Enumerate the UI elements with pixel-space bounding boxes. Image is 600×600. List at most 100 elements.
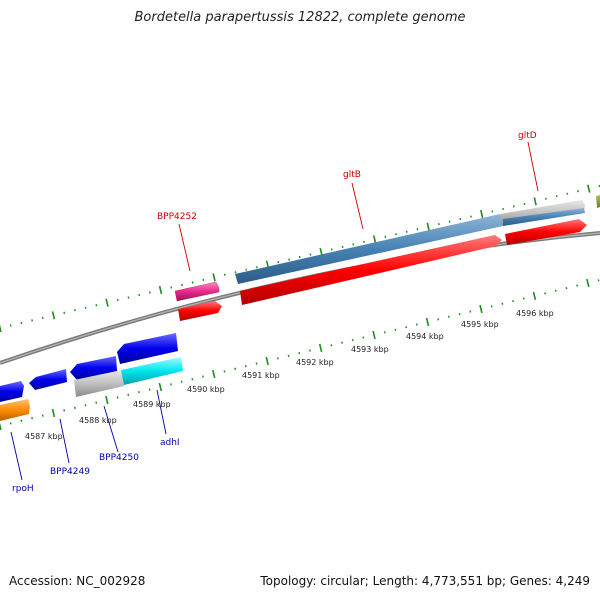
gene-gltd-band[interactable] (503, 208, 585, 226)
genome-summary-text: Topology: circular; Length: 4,773,551 bp… (260, 574, 590, 588)
minor-tick (244, 365, 247, 368)
gene-label-bpp4252: BPP4252 (157, 212, 197, 222)
tick-label: 4589 kbp (133, 400, 171, 409)
minor-tick (298, 352, 301, 355)
minor-tick (148, 388, 151, 391)
minor-tick (469, 310, 472, 313)
minor-tick (554, 289, 557, 292)
major-tick (51, 408, 56, 418)
minor-tick (565, 287, 568, 290)
reverse-strand-features (0, 333, 183, 421)
tick-label: 4588 kbp (79, 416, 117, 425)
minor-tick (415, 323, 418, 326)
minor-tick (181, 283, 183, 287)
minor-tick (341, 341, 343, 344)
minor-tick (191, 281, 194, 284)
tick-label: 4594 kbp (406, 332, 444, 341)
minor-tick (576, 284, 579, 287)
gene-label-gltb: gltB (343, 170, 361, 180)
minor-tick (191, 378, 194, 381)
minor-tick (202, 375, 204, 378)
major-tick (426, 222, 430, 231)
gene-adhi[interactable] (121, 357, 183, 385)
upper-tick-ring (0, 184, 600, 333)
gene-gltb-parent[interactable] (235, 214, 503, 284)
minor-tick (577, 190, 579, 193)
minor-tick (394, 328, 397, 331)
minor-tick (138, 391, 140, 394)
gene-rpoh[interactable] (0, 399, 30, 421)
major-tick (212, 273, 216, 282)
tick-label: 4595 kbp (461, 320, 499, 329)
genome-backbone (0, 231, 600, 365)
major-tick (480, 209, 484, 219)
minor-tick (170, 286, 173, 289)
gene-gltd[interactable] (505, 219, 587, 245)
minor-tick (95, 304, 98, 307)
major-tick (105, 395, 109, 405)
minor-tick (490, 305, 493, 308)
minor-tick (437, 223, 440, 226)
minor-tick (363, 240, 365, 243)
major-tick (479, 304, 483, 314)
minor-tick (84, 306, 87, 309)
major-tick (105, 298, 109, 307)
tick-label: 4596 kbp (516, 309, 554, 318)
minor-tick (597, 279, 600, 282)
major-tick (533, 197, 537, 206)
minor-tick (116, 396, 119, 399)
minor-tick (522, 297, 525, 300)
gene-bpp4249[interactable] (29, 369, 67, 390)
minor-tick (298, 255, 301, 259)
tick-label: 4592 kbp (296, 358, 334, 367)
minor-tick (138, 293, 141, 297)
minor-tick (405, 230, 408, 233)
minor-tick (416, 228, 419, 231)
minor-tick (384, 235, 387, 238)
minor-tick (330, 344, 333, 347)
minor-tick (148, 291, 151, 294)
forward-strand-features (174, 195, 600, 321)
major-tick (265, 356, 269, 366)
major-tick (0, 324, 2, 333)
minor-tick (566, 192, 569, 195)
minor-tick (223, 370, 226, 373)
minor-tick (330, 248, 333, 251)
major-tick (318, 343, 323, 353)
minor-tick (501, 302, 504, 305)
gene-bpp4250-misc[interactable] (74, 370, 124, 397)
map-title: Bordetella parapertussis 12822, complete… (134, 10, 466, 25)
gene-offscreen-olive[interactable] (596, 195, 600, 208)
gene-gltb[interactable] (240, 235, 502, 305)
tick-label: 4591 kbp (242, 371, 280, 380)
minor-tick (512, 300, 514, 303)
gene-label-bpp4250: BPP4250 (99, 453, 139, 463)
minor-tick (555, 195, 558, 198)
gene-bpp4252-cds[interactable] (178, 301, 222, 321)
gene-adhi-parent[interactable] (117, 333, 178, 364)
tick-label: 4590 kbp (187, 385, 225, 394)
gene-left-fragment[interactable] (0, 381, 24, 402)
minor-tick (63, 311, 66, 314)
minor-tick (31, 417, 33, 420)
minor-tick (309, 253, 312, 256)
minor-tick (20, 419, 23, 422)
gene-label-bpp4249: BPP4249 (50, 467, 90, 477)
lower-tick-ring (0, 278, 600, 431)
gene-bpp4250[interactable] (70, 356, 117, 380)
minor-tick (287, 354, 290, 357)
minor-tick (63, 409, 66, 412)
minor-tick (309, 349, 311, 352)
major-tick (425, 317, 430, 327)
major-tick (51, 311, 56, 320)
minor-tick (74, 309, 76, 312)
gene-bpp4252[interactable] (174, 281, 220, 302)
gene-label-adhi: adhI (160, 438, 180, 448)
minor-tick (395, 233, 397, 236)
minor-tick (127, 393, 130, 396)
minor-tick (73, 406, 76, 409)
major-tick (587, 184, 591, 193)
minor-tick (405, 326, 408, 329)
